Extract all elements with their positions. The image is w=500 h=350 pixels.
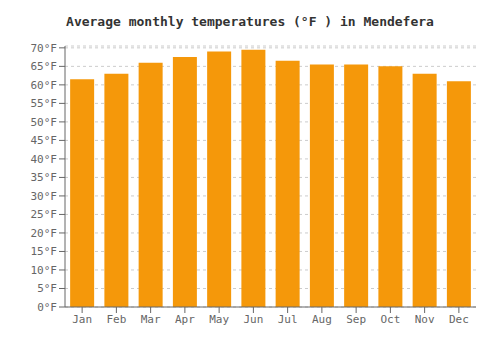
svg-text:5°F: 5°F (37, 282, 57, 295)
svg-text:15°F: 15°F (31, 245, 58, 258)
svg-text:Aug: Aug (312, 313, 332, 326)
html-text:Average monthly temperatures (: Average monthly temperatures (°F ) in Me… (66, 14, 434, 29)
svg-text:May: May (209, 313, 229, 326)
svg-text:25°F: 25°F (31, 208, 58, 221)
svg-text:40°F: 40°F (31, 153, 58, 166)
svg-text:35°F: 35°F (31, 171, 58, 184)
svg-text:0°F: 0°F (37, 301, 57, 314)
svg-text:60°F: 60°F (31, 79, 58, 92)
svg-text:Nov: Nov (415, 313, 435, 326)
svg-text:10°F: 10°F (31, 264, 58, 277)
svg-text:Apr: Apr (175, 313, 195, 326)
svg-text:20°F: 20°F (31, 227, 58, 240)
svg-text:Jul: Jul (278, 313, 298, 326)
svg-text:70°F: 70°F (31, 42, 58, 55)
svg-text:55°F: 55°F (31, 97, 58, 110)
svg-text:50°F: 50°F (31, 116, 58, 129)
svg-text:Sep: Sep (346, 313, 366, 326)
svg-text:Oct: Oct (380, 313, 400, 326)
svg-text:65°F: 65°F (31, 60, 58, 73)
svg-text:Mar: Mar (141, 313, 161, 326)
svg-text:30°F: 30°F (31, 190, 58, 203)
svg-text:45°F: 45°F (31, 134, 58, 147)
svg-text:Jun: Jun (243, 313, 263, 326)
svg-text:Jan: Jan (72, 313, 92, 326)
svg-text:Feb: Feb (106, 313, 126, 326)
svg-text:Dec: Dec (449, 313, 469, 326)
